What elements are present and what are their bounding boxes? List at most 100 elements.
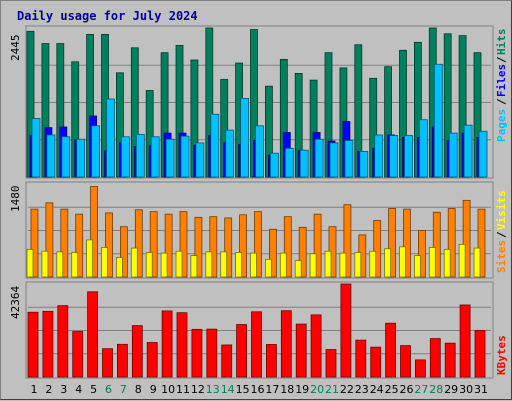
visits-ymax-label: 1480 xyxy=(9,186,22,213)
sites-bar xyxy=(477,208,486,278)
legend-files: Files xyxy=(495,64,508,97)
sites-bar xyxy=(134,209,143,278)
visits-bar xyxy=(175,250,183,278)
kbytes-bar xyxy=(117,343,128,378)
day-label-28: 28 xyxy=(429,383,443,396)
day-label-2: 2 xyxy=(45,383,52,396)
sites-bar xyxy=(298,226,307,278)
pages-bar xyxy=(314,138,324,178)
sites-bar xyxy=(209,216,218,278)
kbytes-bar xyxy=(72,331,84,378)
visits-bar xyxy=(309,253,317,278)
visits-bar xyxy=(205,251,213,278)
pages-bar xyxy=(374,134,384,178)
visits-bar xyxy=(413,255,421,278)
pages-bar xyxy=(284,147,294,178)
visits-bar xyxy=(101,247,108,278)
visits-sites-panel: 1480 Sites / Visits xyxy=(9,181,508,279)
visits-bar xyxy=(324,250,332,278)
day-label-15: 15 xyxy=(236,383,250,396)
visits-bar xyxy=(250,252,257,278)
sites-bar xyxy=(417,230,426,278)
x-axis-day-labels: 1 2 3 4 5 6 7 8 9 10 11 12 13 14 15 16 17 18 19 20 21 22 23 24 2… xyxy=(31,383,489,396)
kbytes-bar xyxy=(459,304,471,378)
sites-bar xyxy=(90,186,98,278)
visits-bar xyxy=(458,243,466,278)
hits-ymax-label: 2445 xyxy=(9,35,22,62)
pages-bar xyxy=(389,135,399,178)
kbytes-bar xyxy=(414,359,426,378)
kbytes-bar xyxy=(57,305,69,378)
sites-bar xyxy=(45,202,54,278)
visits-bar xyxy=(339,252,347,278)
pages-bar xyxy=(344,140,354,178)
kbytes-bar xyxy=(131,325,143,378)
kbytes-bar xyxy=(295,323,307,378)
legend-sep-3: / xyxy=(495,231,508,238)
day-label-31: 31 xyxy=(474,383,488,396)
legend-hits: Hits xyxy=(495,29,508,56)
day-label-19: 19 xyxy=(295,383,309,396)
pages-bar xyxy=(195,142,205,178)
kbytes-bar xyxy=(280,310,292,378)
pages-bar xyxy=(210,113,220,178)
visits-bar xyxy=(264,259,272,278)
day-label-24: 24 xyxy=(370,383,384,396)
sites-bar xyxy=(373,220,382,278)
day-label-27: 27 xyxy=(414,383,428,396)
day-label-1: 1 xyxy=(31,383,38,396)
visits-bar xyxy=(56,251,64,278)
pages-bar xyxy=(150,136,160,178)
pages-bar xyxy=(404,135,413,178)
sites-bar xyxy=(224,217,233,278)
pages-bar xyxy=(61,136,71,178)
pages-bar xyxy=(448,132,458,178)
day-label-26: 26 xyxy=(400,383,414,396)
pages-bar xyxy=(180,135,190,178)
sites-bar xyxy=(432,211,441,278)
sites-bar xyxy=(149,211,158,278)
visits-bar xyxy=(443,248,451,278)
kbytes-bar xyxy=(429,338,441,378)
visits-bar xyxy=(428,247,436,278)
sites-bar xyxy=(120,226,128,278)
day-label-18: 18 xyxy=(280,383,294,396)
kbytes-bar xyxy=(236,324,248,378)
sites-bar xyxy=(164,213,173,278)
pages-bar xyxy=(76,138,86,178)
visits-bar xyxy=(26,248,34,278)
legend-kbytes: KBytes xyxy=(495,335,508,375)
kbytes-bar xyxy=(340,283,352,378)
sites-bar xyxy=(254,211,262,278)
sites-bar xyxy=(462,199,471,278)
kbytes-bar xyxy=(310,314,322,378)
day-label-4: 4 xyxy=(75,383,82,396)
sites-bar xyxy=(268,228,277,278)
pages-bar xyxy=(135,133,145,178)
day-label-6: 6 xyxy=(105,383,112,396)
kbytes-bar xyxy=(385,322,397,378)
day-label-21: 21 xyxy=(325,383,339,396)
visits-bar xyxy=(86,239,93,278)
legend-sites: Sites xyxy=(495,240,508,273)
day-label-22: 22 xyxy=(340,383,354,396)
pages-bar xyxy=(31,118,41,178)
visits-bar xyxy=(220,251,228,278)
pages-bar xyxy=(46,134,56,178)
pages-bar xyxy=(91,125,100,178)
day-label-16: 16 xyxy=(251,383,265,396)
kbytes-ymax-label: 42364 xyxy=(9,286,22,319)
visits-bar xyxy=(160,252,168,278)
kbytes-bar xyxy=(355,339,367,378)
visits-bar xyxy=(130,247,138,278)
pages-bar xyxy=(329,142,339,178)
kbytes-bar xyxy=(27,311,39,378)
legend-hits-files-pages: Pages / Files / Hits xyxy=(495,29,508,143)
day-label-29: 29 xyxy=(444,383,458,396)
kbytes-bar xyxy=(87,291,98,378)
day-label-23: 23 xyxy=(355,383,369,396)
day-label-7: 7 xyxy=(120,383,127,396)
legend-visits: Visits xyxy=(495,190,508,230)
kbytes-bar xyxy=(146,342,158,378)
